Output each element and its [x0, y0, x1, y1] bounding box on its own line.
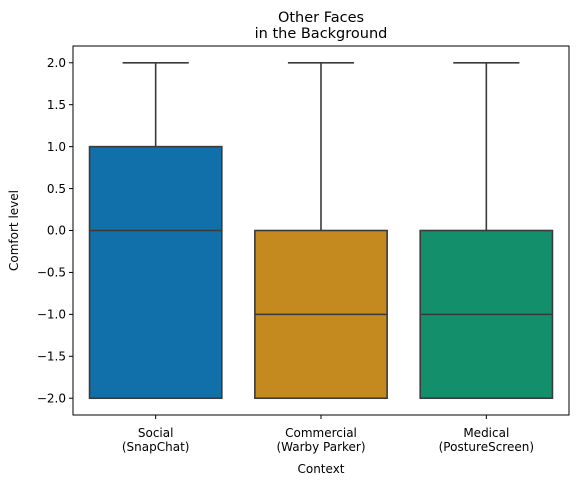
y-tick-label: 1.0 [47, 140, 66, 154]
y-tick-label: −1.0 [37, 308, 66, 322]
y-tick-label: 0.0 [47, 224, 66, 238]
x-tick-label: (Warby Parker) [276, 440, 365, 454]
x-tick-label: (PostureScreen) [439, 440, 534, 454]
box-group-1 [254, 61, 388, 400]
y-axis: 2.0 1.5 1.0 0.5 0.0 −0.5 −1.0 −1.5 −2.0 [37, 56, 73, 405]
y-tick-label: 1.5 [47, 98, 66, 112]
chart-title-line-1: Other Faces [278, 10, 364, 26]
plot-layer [88, 61, 554, 400]
y-tick-label: −2.0 [37, 391, 66, 405]
y-tick-label: 0.5 [47, 182, 66, 196]
x-axis: Social(SnapChat) Commercial(Warby Parker)… [122, 415, 534, 454]
x-axis-label: Context [297, 462, 344, 476]
x-tick-label: Commercial [285, 426, 357, 440]
y-tick-label: −0.5 [37, 266, 66, 280]
y-tick-label: −1.5 [37, 349, 66, 363]
x-tick-label: Medical [463, 426, 509, 440]
y-tick-label: 2.0 [47, 56, 66, 70]
box-group-0 [88, 61, 223, 400]
y-axis-label: Comfort level [7, 190, 21, 271]
box-group-2 [419, 61, 554, 400]
box-iqr [88, 145, 223, 400]
x-tick-label: Social [138, 426, 174, 440]
chart-title-line-2: in the Background [255, 26, 388, 42]
x-tick-label: (SnapChat) [122, 440, 190, 454]
